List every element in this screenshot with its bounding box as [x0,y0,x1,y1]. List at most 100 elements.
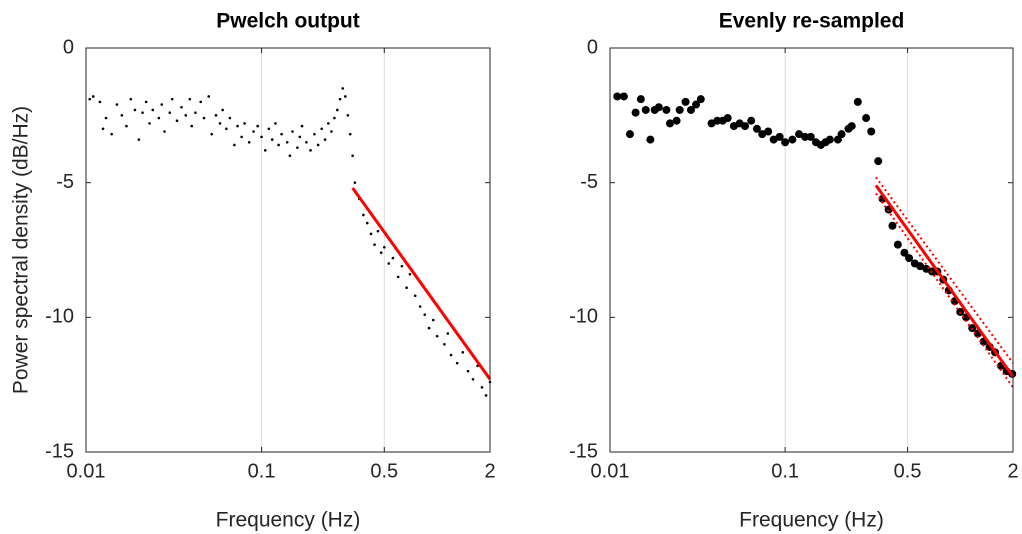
data-point [151,108,155,112]
data-point [769,135,778,144]
data-point [888,221,897,230]
data-point [240,135,243,139]
data-point [686,105,695,114]
data-point [274,122,277,125]
data-point [228,116,232,120]
data-point [336,108,339,112]
data-point [405,286,408,290]
data-point [184,114,188,117]
data-point [362,213,365,217]
data-point [418,305,422,308]
data-point [391,256,395,260]
data-point [369,232,373,236]
data-point [636,95,645,104]
chart-title: Pwelch output [216,10,360,33]
data-point [298,135,302,139]
data-point [427,326,431,330]
data-point [270,138,274,141]
y-tick-label: -15 [569,440,598,462]
data-point [256,124,259,128]
y-tick-label: -5 [56,171,74,193]
data-point [471,377,475,381]
y-axis-label: Power spectral density (dB/Hz) [10,106,33,394]
data-point [260,135,263,139]
data-point [104,116,108,120]
data-point [408,272,412,276]
data-point [862,114,871,123]
data-point [641,105,650,114]
data-point [874,157,883,166]
subplot: 0.01 0.1 0.5 2 -15 -10 -5 0 Evenly re-sampled Fre… [569,10,1018,532]
data-point [296,146,299,149]
data-point [696,95,705,104]
x-tick-label: 2 [1007,460,1018,482]
data-point [277,143,280,147]
data-point [752,124,761,133]
x-tick-label: 0.5 [894,460,922,482]
subplot: 0.01 0.1 0.5 2 -15 -10 -5 0 Pwelch output Frequen… [10,10,496,532]
data-point [400,264,404,268]
data-point [466,369,470,373]
data-point [160,103,164,106]
data-point [675,105,684,114]
data-point [413,294,417,298]
data-point [263,149,267,152]
data-point [346,114,350,117]
x-tick-label: 0.01 [67,460,106,482]
data-point [210,132,214,136]
y-tick-label: -15 [45,440,74,462]
data-point [323,138,327,141]
data-point [309,149,312,152]
data-point [376,229,380,233]
fit-line [874,184,1015,378]
data-point [692,100,701,109]
x-axis-label: Frequency (Hz) [216,509,361,532]
y-tick-label: -10 [569,306,598,328]
data-point [382,246,386,249]
data-point [202,116,206,120]
data-point [194,111,197,114]
data-point [316,143,320,147]
data-point [631,108,640,117]
data-point [853,97,862,106]
x-axis-label: Frequency (Hz) [739,509,884,532]
data-point [98,100,102,104]
data-point [825,135,834,144]
y-tick-label: 0 [587,36,598,58]
y-tick-label: -5 [580,171,598,193]
data-point [788,135,797,144]
data-point [764,127,773,136]
data-point [170,97,174,101]
data-point [225,127,228,131]
data-point [365,221,369,225]
data-point [741,122,750,131]
data-point [613,92,622,101]
data-point [157,116,161,120]
data-point [646,135,655,144]
data-point [373,243,376,246]
data-point [320,127,323,131]
data-point [88,97,92,101]
confidence-line [875,176,1014,364]
data-point [300,124,304,128]
data-point [781,138,790,147]
data-point [129,97,133,101]
data-point [115,103,119,106]
data-point [341,87,345,90]
axes-frame [85,47,491,453]
data-point [110,132,113,136]
data-point [665,119,674,128]
x-tick-label: 0.01 [591,460,630,482]
data-point [396,275,400,279]
data-point [867,127,876,136]
data-point [137,138,141,141]
data-point [847,122,856,131]
data-point [144,100,148,104]
data-point [387,262,391,265]
data-point [775,132,784,141]
data-point [900,248,909,257]
data-point [353,181,357,184]
x-tick-label: 0.1 [771,460,799,482]
data-point [267,127,271,131]
data-point [199,100,202,104]
